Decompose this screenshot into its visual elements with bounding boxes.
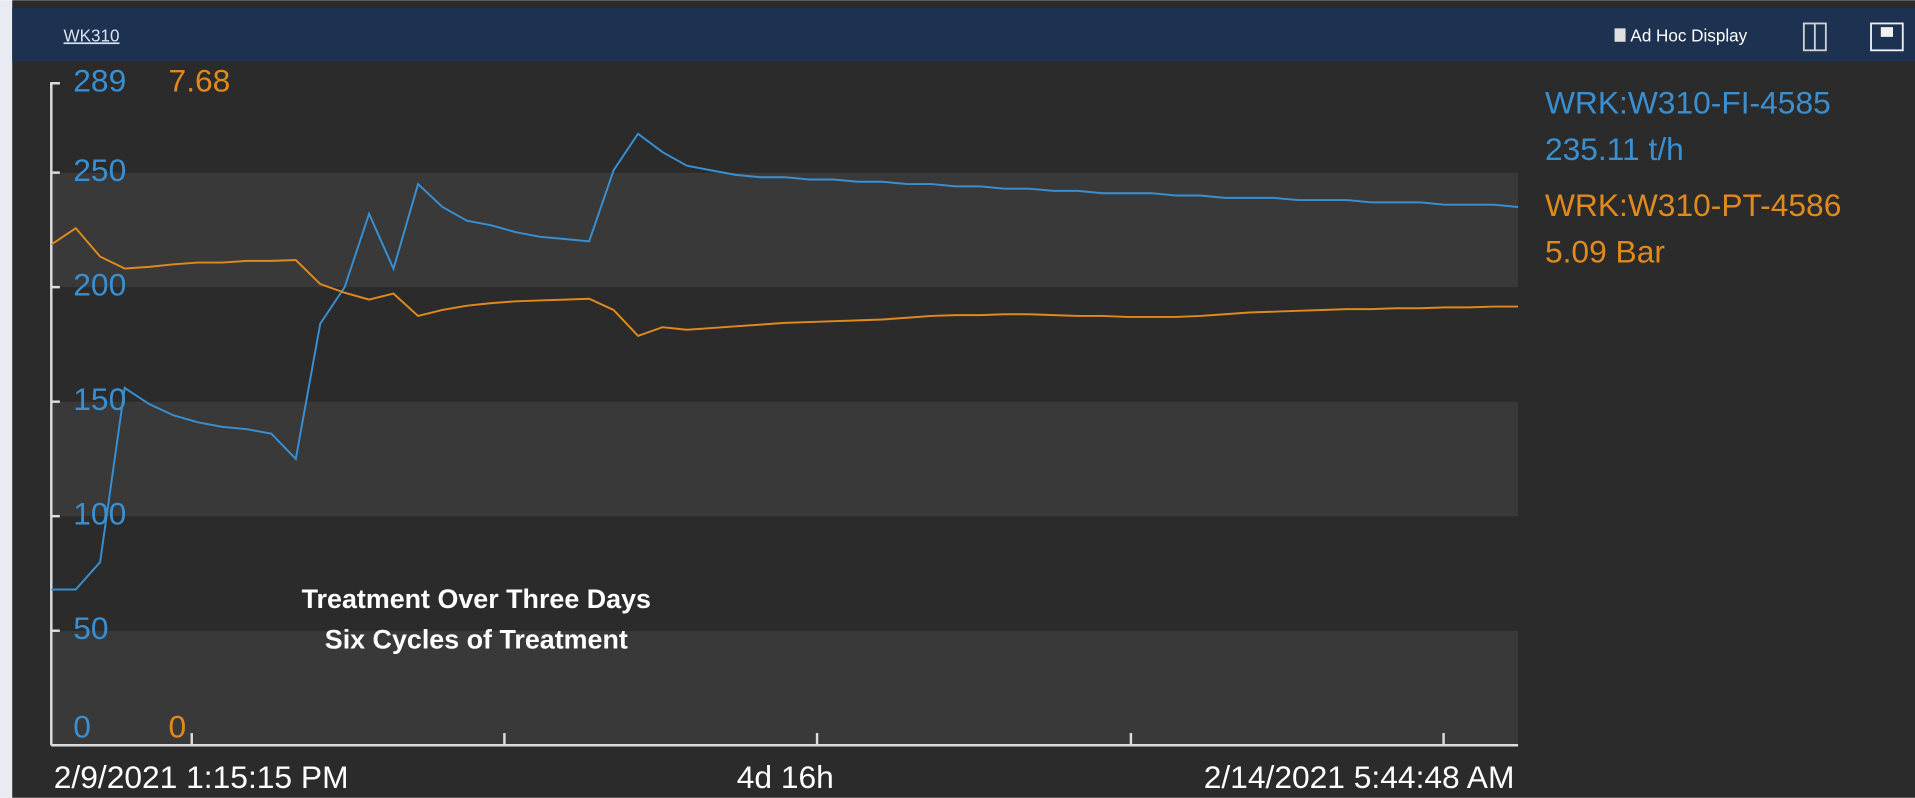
ad-hoc-button[interactable]: Ad Hoc Display bbox=[1630, 26, 1747, 45]
grid-band bbox=[51, 630, 1519, 746]
trend-line bbox=[51, 132, 1519, 591]
grid-band bbox=[51, 287, 1519, 402]
grid-band bbox=[51, 401, 1519, 517]
x-span-label: 4d 16h bbox=[737, 759, 834, 795]
y-tick-label: 289 bbox=[73, 63, 126, 99]
legend-value: 235.11 t/h bbox=[1545, 131, 1684, 167]
display-title[interactable]: WK310 bbox=[64, 26, 120, 45]
grid-band bbox=[51, 172, 1519, 288]
grid-band bbox=[51, 516, 1519, 631]
y-tick-label: 0 bbox=[73, 709, 91, 745]
y-tick-label: 200 bbox=[73, 267, 126, 303]
legend-value: 5.09 Bar bbox=[1545, 234, 1665, 270]
x-axis-ticks bbox=[190, 733, 1445, 746]
y2-tick-label: 7.68 bbox=[169, 63, 231, 99]
y-tick-label: 50 bbox=[73, 610, 108, 646]
top-bar bbox=[12, 7, 1915, 62]
y-tick-label: 250 bbox=[73, 152, 126, 188]
save-icon-detail bbox=[1880, 27, 1894, 37]
annotation: Treatment Over Three Days bbox=[302, 584, 651, 614]
axis-top-bracket bbox=[50, 82, 60, 89]
y-tick-label: 100 bbox=[73, 496, 126, 532]
trend-line bbox=[50, 226, 1519, 337]
x-start-label: 2/9/2021 1:15:15 PM bbox=[54, 759, 349, 795]
legend-name: WRK:W310-FI-4585 bbox=[1545, 85, 1831, 121]
ad-hoc-icon[interactable] bbox=[1614, 28, 1626, 42]
legend-name: WRK:W310-PT-4586 bbox=[1545, 187, 1841, 223]
save-icon[interactable] bbox=[1870, 22, 1904, 52]
annotation: Six Cycles of Treatment bbox=[325, 625, 628, 655]
x-end-label: 2/14/2021 5:44:48 AM bbox=[1204, 759, 1515, 795]
y-tick-label: 150 bbox=[73, 381, 126, 417]
y2-tick-label: 0 bbox=[169, 709, 187, 745]
grid-band bbox=[51, 83, 1519, 173]
trend: 0 50 100 150 200 250 289 0 7.68 bbox=[50, 63, 1519, 747]
